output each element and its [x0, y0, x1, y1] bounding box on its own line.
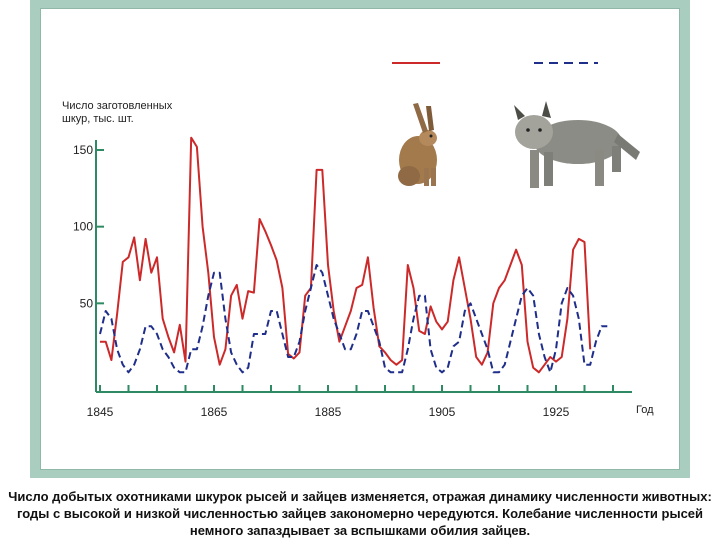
- caption: Число добытых охотниками шкурок рысей и …: [0, 488, 720, 539]
- x-tick-label: 1845: [87, 405, 114, 419]
- y-ticks: 50 100 150: [73, 143, 104, 310]
- series-line-red: [100, 136, 592, 374]
- x-tick-label: 1885: [315, 405, 342, 419]
- series-layer: [99, 136, 608, 374]
- lynx-picture: [514, 101, 640, 188]
- x-tick-label: 1925: [543, 405, 570, 419]
- x-tick-label: 1865: [201, 405, 228, 419]
- x-axis-label: Год: [636, 404, 654, 416]
- caption-line-1: Число добытых охотниками шкурок рысей и …: [8, 489, 712, 504]
- y-tick-label: 150: [73, 143, 93, 157]
- x-tick-label: 1905: [429, 405, 456, 419]
- y-tick-label: 50: [80, 296, 94, 310]
- y-tick-label: 100: [73, 220, 93, 234]
- caption-line-3: немного запаздывает за вспышками обилия …: [189, 523, 531, 538]
- y-axis-label: Число заготовленных шкур, тыс. шт.: [62, 100, 173, 125]
- hare-picture: [398, 103, 437, 186]
- x-ticks: 1845 1865 1885 1905 1925: [87, 385, 614, 419]
- caption-line-2: годы с высокой и низкой численностью зай…: [16, 506, 704, 521]
